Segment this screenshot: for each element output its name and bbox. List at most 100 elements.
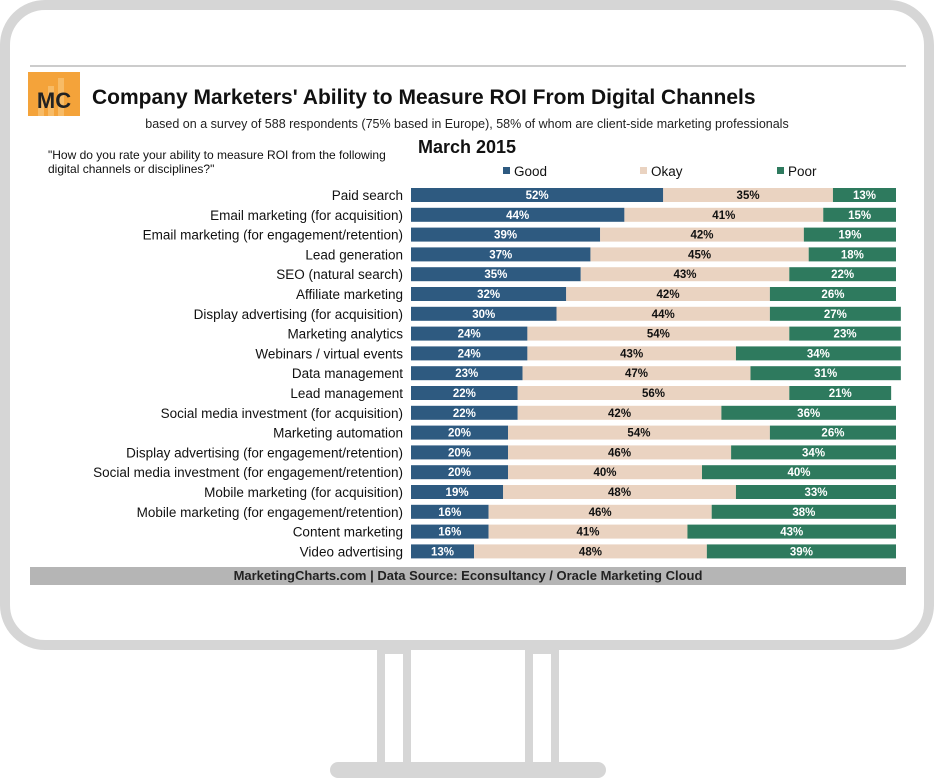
- data-label: 24%: [458, 329, 481, 341]
- bar-segment-okay: [663, 188, 833, 202]
- bar-segment-good: [411, 287, 567, 301]
- marketingcharts-logo: MC: [28, 72, 80, 116]
- data-label: 43%: [780, 527, 803, 539]
- data-label: 37%: [489, 249, 512, 261]
- data-label: 21%: [829, 388, 852, 400]
- data-label: 39%: [790, 546, 813, 558]
- category-label: Lead generation: [305, 247, 403, 262]
- bar-segment-okay: [600, 227, 804, 242]
- bar-segment-poor: [735, 346, 901, 361]
- bar-segment-good: [411, 524, 489, 539]
- bar-segment-good: [411, 504, 489, 519]
- bar-segment-poor: [711, 504, 896, 519]
- category-label: Display advertising (for engagement/rete…: [126, 445, 403, 460]
- chart-bars: 52% 35% 13%44% 41% 15%39% 42% 19%37% 45% 18%35% 4…: [411, 188, 901, 559]
- bar-segment-good: [411, 405, 518, 420]
- bar-segment-poor: [706, 544, 896, 559]
- bar-segment-good: [411, 366, 523, 381]
- category-labels: Paid search Email marketing (for acquisit…: [93, 188, 403, 559]
- bar-segment-poor: [832, 188, 896, 202]
- category-label: Display advertising (for acquisition): [194, 307, 403, 322]
- legend-swatch-poor: [777, 167, 784, 174]
- bar-segment-good: [411, 386, 518, 400]
- source-bar: MarketingCharts.com | Data Source: Econs…: [30, 567, 906, 585]
- bar-segment-okay: [474, 544, 707, 559]
- data-label: 36%: [797, 408, 820, 420]
- bar-segment-good: [411, 465, 508, 480]
- data-label: 48%: [608, 487, 631, 499]
- data-label: 40%: [593, 467, 616, 479]
- category-label: SEO (natural search): [276, 267, 403, 282]
- data-label: 54%: [627, 428, 650, 440]
- data-label: 42%: [657, 289, 680, 301]
- bar-segment-okay: [527, 326, 790, 341]
- bar-segment-poor: [769, 306, 901, 321]
- data-label: 16%: [438, 507, 461, 519]
- bar-segment-okay: [624, 207, 824, 222]
- bar-segment-poor: [789, 267, 896, 282]
- bar-segment-good: [411, 425, 508, 440]
- bar-segment-good: [411, 207, 625, 222]
- bar-segment-okay: [488, 504, 712, 519]
- data-label: 41%: [712, 210, 735, 222]
- bar-segment-poor: [735, 485, 896, 499]
- bar-segment-okay: [517, 386, 790, 400]
- bar-segment-poor: [789, 326, 901, 341]
- category-label: Video advertising: [300, 544, 403, 559]
- bar-segment-okay: [566, 287, 770, 301]
- bar-segment-okay: [503, 485, 736, 499]
- data-label: 13%: [853, 190, 876, 202]
- bar-segment-poor: [721, 405, 896, 420]
- data-label: 20%: [448, 428, 471, 440]
- data-label: 46%: [589, 507, 612, 519]
- data-label: 27%: [824, 309, 847, 321]
- bar-segment-okay: [522, 366, 751, 381]
- bar-segment-good: [411, 188, 664, 202]
- data-label: 44%: [506, 210, 529, 222]
- bar-segment-good: [411, 346, 528, 361]
- data-label: 31%: [814, 368, 837, 380]
- bar-segment-good: [411, 267, 581, 282]
- data-label: 23%: [834, 329, 857, 341]
- category-label: Content marketing: [293, 525, 403, 540]
- data-label: 32%: [477, 289, 500, 301]
- category-label: Marketing automation: [273, 426, 403, 441]
- data-label: 20%: [448, 447, 471, 459]
- data-label: 34%: [807, 348, 830, 360]
- data-label: 42%: [608, 408, 631, 420]
- bar-segment-poor: [808, 247, 896, 262]
- data-label: 22%: [831, 269, 854, 281]
- data-label: 30%: [472, 309, 495, 321]
- bar-segment-okay: [508, 425, 770, 440]
- data-label: 42%: [690, 230, 713, 242]
- bar-segment-poor: [750, 366, 901, 381]
- category-label: Lead management: [290, 386, 403, 401]
- bar-segment-okay: [590, 247, 809, 262]
- bar-segment-poor: [687, 524, 896, 539]
- data-label: 40%: [787, 467, 810, 479]
- data-label: 15%: [848, 210, 871, 222]
- category-label: Affiliate marketing: [296, 287, 403, 302]
- data-label: 26%: [821, 428, 844, 440]
- chart-date: March 2015: [417, 137, 517, 157]
- data-label: 43%: [620, 348, 643, 360]
- bar-segment-okay: [556, 306, 770, 321]
- category-label: Mobile marketing (for acquisition): [204, 485, 403, 500]
- logo-text: MC: [37, 88, 71, 113]
- legend-label: Poor: [788, 164, 817, 179]
- bar-segment-poor: [769, 287, 896, 301]
- data-label: 13%: [431, 546, 454, 558]
- data-label: 26%: [821, 289, 844, 301]
- data-label: 47%: [625, 368, 648, 380]
- data-label: 19%: [446, 487, 469, 499]
- bar-segment-okay: [508, 465, 702, 480]
- data-label: 52%: [526, 190, 549, 202]
- data-label: 39%: [494, 230, 517, 242]
- bar-segment-poor: [731, 445, 896, 460]
- data-label: 19%: [838, 230, 861, 242]
- bar-segment-good: [411, 247, 591, 262]
- stacked-bar-chart: Good Okay Poor 52% 35% 13% 44% 41% 15% 39% 42% 19%…: [30, 65, 906, 559]
- legend-swatch-good: [503, 167, 510, 174]
- data-label: 45%: [688, 249, 711, 261]
- bar-segment-okay: [488, 524, 688, 539]
